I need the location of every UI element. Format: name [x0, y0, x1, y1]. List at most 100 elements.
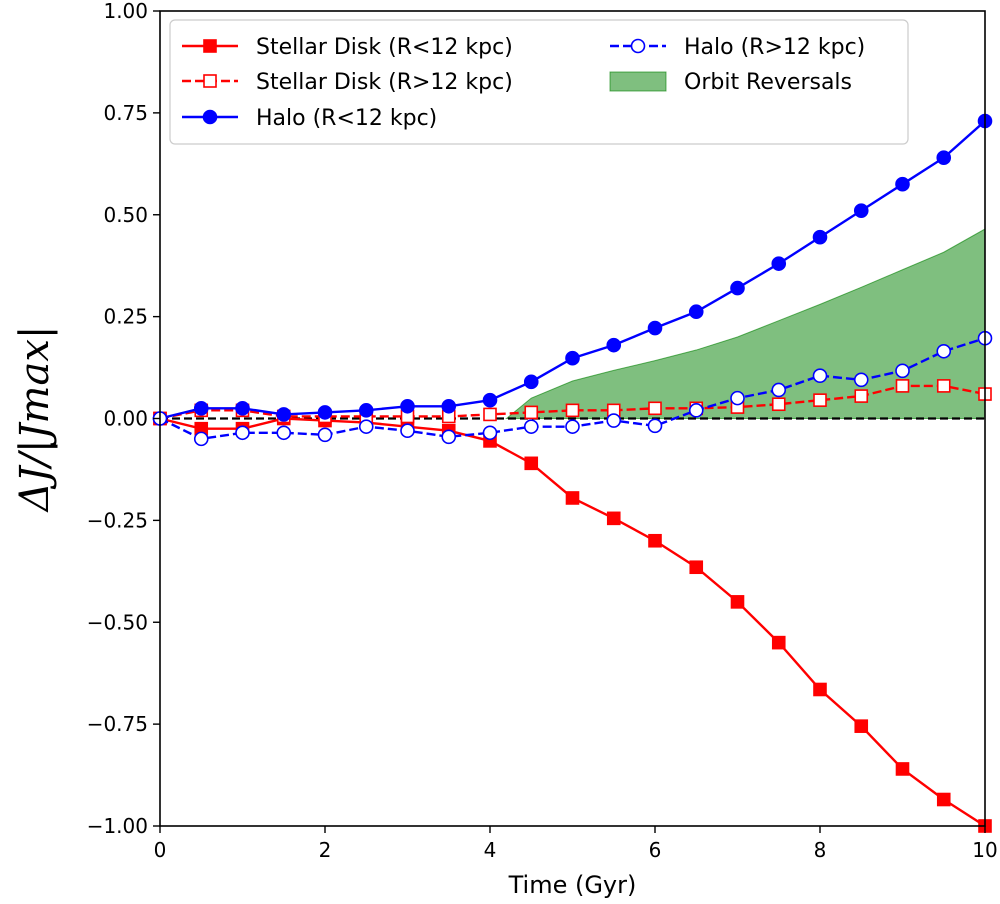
y-tick-label: 1.00	[103, 0, 148, 23]
data-point-halo-r-12-kpc	[400, 423, 415, 439]
data-point-halo-r-12-kpc	[193, 431, 209, 447]
y-tick-label: 0.25	[103, 305, 148, 329]
area-layer	[505, 228, 986, 419]
data-point-stellar-disk-r-12-kpc	[483, 407, 497, 422]
series-layer	[152, 113, 993, 833]
data-point-stellar-disk-r-12-kpc	[524, 456, 539, 471]
x-tick-label: 6	[649, 838, 662, 862]
data-point-halo-r-12-kpc	[358, 403, 374, 418]
data-point-halo-r-12-kpc	[812, 229, 828, 245]
data-point-halo-r-12-kpc	[647, 418, 663, 434]
y-tick-label: 0.00	[103, 407, 148, 431]
data-point-stellar-disk-r-12-kpc	[524, 405, 539, 420]
data-point-stellar-disk-r-12-kpc	[565, 491, 580, 505]
data-point-stellar-disk-r-12-kpc	[648, 533, 662, 548]
data-point-halo-r-12-kpc	[895, 176, 910, 192]
x-tick-label: 2	[319, 838, 332, 862]
x-tick-label: 8	[814, 838, 827, 862]
y-tick-label: 0.75	[103, 101, 148, 125]
data-point-halo-r-12-kpc	[235, 425, 250, 441]
series-line-stellar-disk-r-12-kpc	[159, 417, 986, 828]
legend-swatch	[609, 71, 667, 92]
data-point-halo-r-12-kpc	[565, 350, 580, 366]
x-tick-label: 0	[154, 838, 167, 862]
y-axis-ticks: 1.00 0.75 0.50 0.25 0.00 −0.25 −0.50 −0.75 −1.00	[87, 0, 160, 838]
legend-entry-halo-r-12-kpc: Halo (R<12 kpc)	[182, 106, 437, 131]
series-halo-r-12-kpc	[152, 113, 993, 426]
data-point-halo-r-12-kpc	[812, 368, 828, 384]
legend: Stellar Disk (R<12 kpc) Stellar Disk (R>1…	[169, 19, 909, 145]
data-point-halo-r-12-kpc	[235, 401, 250, 416]
data-point-halo-r-12-kpc	[936, 150, 952, 165]
data-point-halo-r-12-kpc	[895, 363, 910, 379]
data-point-halo-r-12-kpc	[730, 280, 745, 296]
legend-entry-stellar-disk-r-12-kpc: Stellar Disk (R>12 kpc)	[182, 70, 513, 95]
y-axis-title: ΔJ/|Jmax|	[12, 326, 58, 514]
orbit-reversals-area	[505, 228, 986, 419]
data-point-halo-r-12-kpc	[853, 372, 869, 388]
data-point-halo-r-12-kpc	[482, 392, 498, 408]
data-point-stellar-disk-r-12-kpc	[854, 389, 869, 403]
legend-label: Stellar Disk (R>12 kpc)	[256, 70, 513, 95]
x-tick-label: 4	[484, 838, 497, 862]
data-point-halo-r-12-kpc	[523, 374, 539, 390]
series-line-stellar-disk-r-12-kpc	[159, 384, 986, 420]
data-point-stellar-disk-r-12-kpc	[648, 401, 662, 416]
legend-marker	[630, 38, 646, 54]
data-point-stellar-disk-r-12-kpc	[936, 792, 951, 807]
legend-label: Halo (R<12 kpc)	[256, 106, 437, 131]
series-halo-r-12-kpc	[152, 330, 993, 447]
data-point-halo-r-12-kpc	[730, 390, 745, 406]
y-tick-label: 0.50	[103, 203, 148, 227]
data-point-stellar-disk-r-12-kpc	[936, 379, 951, 393]
y-tick-label: −0.75	[87, 712, 148, 736]
data-point-stellar-disk-r-12-kpc	[771, 635, 786, 650]
x-axis-ticks: 0 2 4 6 8 10	[154, 826, 998, 862]
data-point-halo-r-12-kpc	[193, 401, 209, 416]
legend-marker	[202, 109, 218, 125]
data-point-halo-r-12-kpc	[688, 304, 704, 320]
data-point-halo-r-12-kpc	[482, 425, 498, 441]
data-point-halo-r-12-kpc	[276, 425, 292, 441]
y-tick-label: −0.25	[87, 508, 148, 532]
legend-label: Stellar Disk (R<12 kpc)	[256, 35, 513, 60]
data-point-halo-r-12-kpc	[441, 429, 457, 445]
data-point-stellar-disk-r-12-kpc	[689, 560, 704, 575]
data-point-halo-r-12-kpc	[400, 398, 415, 414]
y-tick-label: −1.00	[87, 814, 148, 838]
data-point-halo-r-12-kpc	[317, 427, 333, 443]
legend-entry-halo-r-12-kpc: Halo (R>12 kpc)	[610, 35, 865, 60]
data-point-halo-r-12-kpc	[606, 413, 622, 428]
legend-marker	[203, 39, 217, 53]
data-point-halo-r-12-kpc	[647, 320, 663, 336]
data-point-halo-r-12-kpc	[358, 419, 374, 434]
legend-marker	[203, 74, 217, 88]
data-point-halo-r-12-kpc	[606, 337, 622, 353]
data-point-stellar-disk-r-12-kpc	[730, 595, 745, 609]
data-point-halo-r-12-kpc	[853, 203, 869, 218]
data-point-halo-r-12-kpc	[688, 403, 704, 418]
x-tick-label: 10	[972, 838, 997, 862]
data-point-stellar-disk-r-12-kpc	[771, 397, 786, 412]
legend-label: Halo (R>12 kpc)	[684, 35, 865, 60]
data-point-halo-r-12-kpc	[565, 419, 580, 434]
legend-entry-stellar-disk-r-12-kpc: Stellar Disk (R<12 kpc)	[182, 35, 513, 60]
data-point-stellar-disk-r-12-kpc	[895, 379, 910, 393]
data-point-halo-r-12-kpc	[276, 407, 292, 422]
data-point-halo-r-12-kpc	[771, 382, 787, 398]
data-point-stellar-disk-r-12-kpc	[565, 403, 580, 418]
data-point-stellar-disk-r-12-kpc	[854, 719, 869, 733]
y-tick-label: −0.50	[87, 610, 148, 634]
data-point-halo-r-12-kpc	[441, 398, 457, 414]
legend-label: Orbit Reversals	[684, 70, 852, 95]
data-point-halo-r-12-kpc	[771, 256, 787, 271]
data-point-stellar-disk-r-12-kpc	[813, 393, 827, 407]
data-point-stellar-disk-r-12-kpc	[606, 511, 621, 526]
x-axis-title: Time (Gyr)	[508, 871, 637, 899]
data-point-stellar-disk-r-12-kpc	[813, 682, 827, 697]
data-point-stellar-disk-r-12-kpc	[895, 762, 910, 776]
data-point-halo-r-12-kpc	[523, 419, 539, 434]
legend-box	[169, 19, 909, 145]
data-point-halo-r-12-kpc	[936, 343, 952, 359]
